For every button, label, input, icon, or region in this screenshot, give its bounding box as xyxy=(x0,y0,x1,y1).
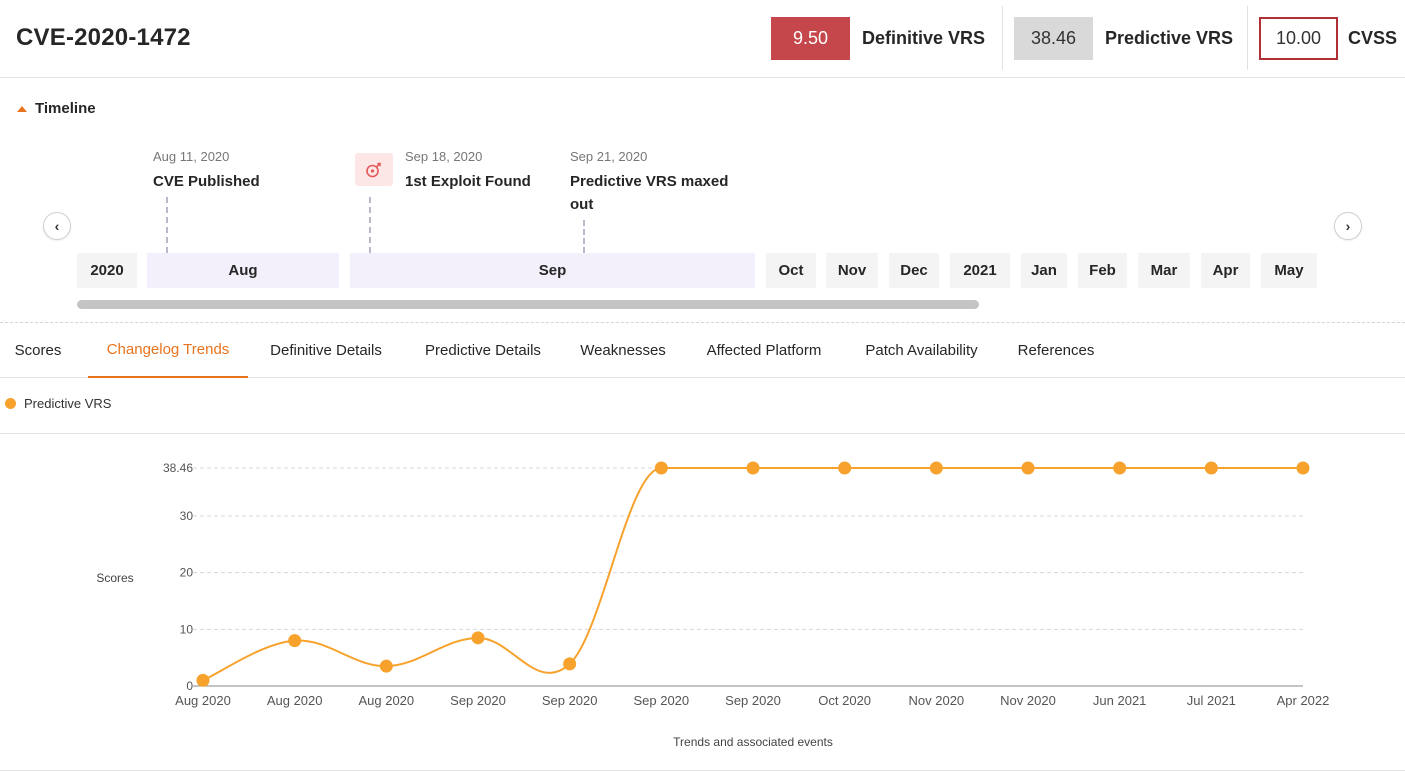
event-name: 1st Exploit Found xyxy=(405,173,531,190)
y-tick-label: 0 xyxy=(186,679,193,693)
timeline-month-aug[interactable]: Aug xyxy=(147,253,339,288)
x-tick-label: Sep 2020 xyxy=(450,693,506,708)
predictive-vrs-group: 38.46 Predictive VRS xyxy=(1014,17,1233,60)
exploit-icon xyxy=(355,153,393,186)
data-point xyxy=(288,634,302,648)
timeline-month-may[interactable]: May xyxy=(1261,253,1317,288)
data-point xyxy=(1204,461,1218,475)
definitive-vrs-value: 9.50 xyxy=(771,17,850,60)
y-tick-label: 20 xyxy=(180,566,194,580)
x-tick-label: Sep 2020 xyxy=(633,693,689,708)
tab-changelog-trends[interactable]: Changelog Trends xyxy=(88,323,248,378)
legend-divider xyxy=(0,433,1405,434)
tab-definitive-details[interactable]: Definitive Details xyxy=(270,342,382,359)
definitive-vrs-group: 9.50 Definitive VRS xyxy=(771,17,985,60)
predictive-vrs-value: 38.46 xyxy=(1014,17,1093,60)
x-tick-label: Oct 2020 xyxy=(818,693,871,708)
timeline-year-2021: 2021 xyxy=(950,253,1010,288)
predictive-vrs-label: Predictive VRS xyxy=(1105,28,1234,48)
event-name: CVE Published xyxy=(153,173,260,190)
data-point xyxy=(838,461,852,475)
caret-up-icon xyxy=(17,105,27,112)
timeline-month-sep[interactable]: Sep xyxy=(350,253,755,288)
tab-affected-platform[interactable]: Affected Platform xyxy=(706,342,822,359)
x-tick-label: Aug 2020 xyxy=(358,693,414,708)
x-tick-label: Aug 2020 xyxy=(267,693,323,708)
event-name: Predictive VRS maxed out xyxy=(570,173,729,213)
vulnerability-header: CVE-2020-1472 9.50 Definitive VRS 38.46 … xyxy=(0,0,1405,78)
event-marker-line xyxy=(166,197,168,253)
data-point xyxy=(563,657,577,671)
data-point xyxy=(929,461,943,475)
y-tick-label: 38.46 xyxy=(163,461,193,475)
timeline-title: Timeline xyxy=(35,100,96,117)
changelog-trends-chart: 0 10 20 30 38.46 Aug 2020 Aug 2020 Aug 2020 Sep … xyxy=(96,461,1330,749)
data-point xyxy=(1113,461,1127,475)
event-date: Sep 21, 2020 xyxy=(570,149,648,164)
y-tick-label: 30 xyxy=(180,509,194,523)
timeline-month-nov[interactable]: Nov xyxy=(826,253,878,288)
bottom-divider xyxy=(0,770,1405,771)
x-tick-label: Aug 2020 xyxy=(175,693,231,708)
x-tick-label: Nov 2020 xyxy=(1000,693,1056,708)
x-tick-label: Jul 2021 xyxy=(1187,693,1236,708)
timeline-month-dec[interactable]: Dec xyxy=(889,253,939,288)
timeline-month-jan[interactable]: Jan xyxy=(1021,253,1067,288)
event-date: Sep 18, 2020 xyxy=(405,149,483,164)
data-point xyxy=(1296,461,1310,475)
timeline-next-button[interactable]: › xyxy=(1334,212,1362,240)
tab-references[interactable]: References xyxy=(1017,342,1095,359)
chevron-left-icon: ‹ xyxy=(54,218,60,234)
legend-label: Predictive VRS xyxy=(24,396,112,411)
timeline-event-cve-published: Aug 11, 2020 CVE Published xyxy=(153,149,260,193)
tab-scores[interactable]: Scores xyxy=(14,342,62,359)
y-axis-title: Scores xyxy=(96,571,133,585)
x-tick-label: Sep 2020 xyxy=(542,693,598,708)
event-date: Aug 11, 2020 xyxy=(153,149,230,164)
header-divider xyxy=(1002,6,1003,70)
legend-marker xyxy=(5,398,16,409)
data-point xyxy=(196,673,210,687)
data-point xyxy=(379,659,393,673)
x-tick-label: Sep 2020 xyxy=(725,693,781,708)
y-tick-label: 10 xyxy=(180,622,194,636)
x-tick-label: Nov 2020 xyxy=(909,693,965,708)
data-point xyxy=(471,631,485,645)
timeline-prev-button[interactable]: ‹ xyxy=(43,212,71,240)
timeline-year-2020: 2020 xyxy=(77,253,137,288)
data-point xyxy=(654,461,668,475)
section-divider xyxy=(0,322,1405,323)
cvss-group: 10.00 CVSS xyxy=(1259,17,1397,60)
header-divider xyxy=(1247,6,1248,70)
data-point xyxy=(1021,461,1035,475)
tab-predictive-details[interactable]: Predictive Details xyxy=(425,342,541,359)
timeline-scrollbar[interactable] xyxy=(77,300,979,309)
event-marker-line xyxy=(369,197,371,253)
tab-weaknesses[interactable]: Weaknesses xyxy=(580,342,666,359)
timeline-month-oct[interactable]: Oct xyxy=(766,253,816,288)
cvss-value: 10.00 xyxy=(1259,17,1338,60)
series-line-predictive-vrs xyxy=(202,467,1303,682)
timeline-event-first-exploit: Sep 18, 2020 1st Exploit Found xyxy=(405,149,531,193)
chart-legend-predictive-vrs[interactable]: Predictive VRS xyxy=(5,396,111,411)
timeline-event-vrs-maxed: Sep 21, 2020 Predictive VRS maxed out xyxy=(570,149,740,216)
detail-tabs: Scores Changelog Trends Definitive Detai… xyxy=(0,323,1405,378)
event-marker-line xyxy=(583,220,585,253)
x-tick-label: Apr 2022 xyxy=(1277,693,1330,708)
cve-title: CVE-2020-1472 xyxy=(16,24,191,51)
timeline-month-apr[interactable]: Apr xyxy=(1201,253,1250,288)
timeline-month-feb[interactable]: Feb xyxy=(1078,253,1127,288)
timeline-month-mar[interactable]: Mar xyxy=(1138,253,1190,288)
x-axis-title: Trends and associated events xyxy=(673,735,833,749)
x-tick-label: Jun 2021 xyxy=(1093,693,1147,708)
tab-patch-availability[interactable]: Patch Availability xyxy=(865,342,978,359)
definitive-vrs-label: Definitive VRS xyxy=(862,28,986,48)
chevron-right-icon: › xyxy=(1345,218,1351,234)
data-point xyxy=(746,461,760,475)
timeline-toggle[interactable]: Timeline xyxy=(17,100,96,117)
cvss-label: CVSS xyxy=(1348,28,1398,48)
